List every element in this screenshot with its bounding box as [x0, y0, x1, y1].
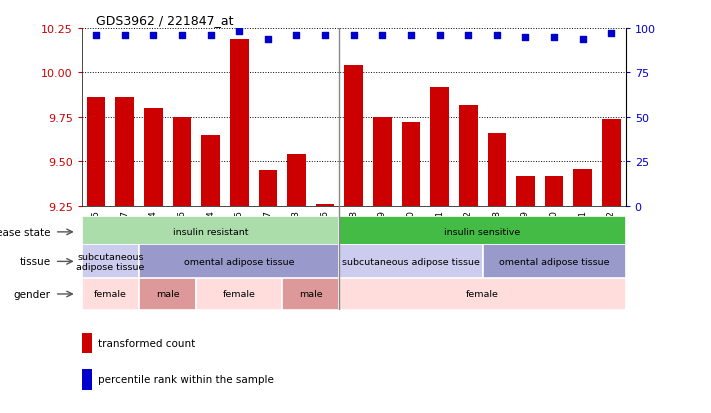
Text: female: female	[466, 290, 499, 299]
Text: disease state: disease state	[0, 227, 51, 237]
Text: transformed count: transformed count	[98, 338, 196, 348]
Text: GSM395787: GSM395787	[263, 210, 272, 265]
Bar	[483, 244, 626, 279]
Bar	[430, 88, 449, 206]
Text: subcutaneous adipose tissue: subcutaneous adipose tissue	[342, 257, 480, 266]
Point	[520, 35, 531, 41]
Bar	[282, 279, 339, 310]
Bar	[287, 155, 306, 206]
Text: GSM395778: GSM395778	[349, 210, 358, 265]
Text: female: female	[223, 290, 256, 299]
Text: subcutaneous
adipose tissue: subcutaneous adipose tissue	[76, 252, 144, 271]
Bar	[144, 109, 163, 206]
Text: omental adipose tissue: omental adipose tissue	[499, 257, 609, 266]
Text: tissue: tissue	[20, 257, 51, 267]
Bar	[139, 279, 196, 310]
Bar	[87, 98, 105, 206]
Text: male: male	[299, 290, 323, 299]
Text: GSM395776: GSM395776	[178, 210, 186, 265]
Point	[319, 33, 331, 39]
Text: GSM395780: GSM395780	[407, 210, 415, 265]
Text: GSM395792: GSM395792	[607, 210, 616, 265]
Bar	[173, 118, 191, 206]
Point	[377, 33, 388, 39]
Point	[405, 33, 417, 39]
Text: gender: gender	[14, 289, 51, 299]
Text: GSM395788: GSM395788	[492, 210, 501, 265]
Point	[90, 33, 102, 39]
Bar	[82, 279, 139, 310]
Bar	[516, 176, 535, 206]
Bar	[339, 244, 483, 279]
Bar	[82, 244, 139, 279]
Point	[176, 33, 188, 39]
Text: GDS3962 / 221847_at: GDS3962 / 221847_at	[96, 14, 233, 27]
Text: omental adipose tissue: omental adipose tissue	[184, 257, 294, 266]
Bar	[344, 66, 363, 206]
Point	[148, 33, 159, 39]
Text: GSM395789: GSM395789	[521, 210, 530, 265]
Bar	[545, 176, 563, 206]
Bar	[402, 123, 420, 206]
Bar	[316, 205, 334, 206]
Text: insulin resistant: insulin resistant	[173, 228, 248, 237]
Bar	[259, 171, 277, 206]
Text: GSM395782: GSM395782	[464, 210, 473, 265]
Text: GSM395775: GSM395775	[92, 210, 100, 265]
Point	[434, 33, 445, 39]
Text: GSM395785: GSM395785	[235, 210, 244, 265]
Bar	[339, 217, 626, 248]
Point	[348, 33, 359, 39]
Point	[205, 33, 216, 39]
Point	[233, 28, 245, 35]
Text: GSM395781: GSM395781	[435, 210, 444, 265]
Text: female: female	[94, 290, 127, 299]
Text: percentile rank within the sample: percentile rank within the sample	[98, 374, 274, 384]
Bar	[373, 118, 392, 206]
Bar	[115, 98, 134, 206]
Bar	[82, 333, 92, 354]
Point	[606, 31, 617, 38]
Text: GSM395779: GSM395779	[378, 210, 387, 265]
Bar	[196, 279, 282, 310]
Point	[119, 33, 130, 39]
Point	[291, 33, 302, 39]
Point	[463, 33, 474, 39]
Text: GSM395783: GSM395783	[292, 210, 301, 265]
Bar	[139, 244, 339, 279]
Point	[262, 36, 274, 43]
Point	[577, 36, 589, 43]
Text: GSM395791: GSM395791	[578, 210, 587, 265]
Bar	[339, 279, 626, 310]
Text: GSM395790: GSM395790	[550, 210, 559, 265]
Bar	[488, 134, 506, 206]
Bar	[574, 169, 592, 206]
Bar	[201, 135, 220, 206]
Text: GSM395777: GSM395777	[120, 210, 129, 265]
Text: GSM395786: GSM395786	[321, 210, 330, 265]
Bar	[230, 40, 249, 206]
Text: GSM395784: GSM395784	[206, 210, 215, 265]
Bar	[82, 217, 339, 248]
Text: insulin sensitive: insulin sensitive	[444, 228, 520, 237]
Bar	[459, 105, 478, 206]
Point	[491, 33, 503, 39]
Text: GSM395774: GSM395774	[149, 210, 158, 265]
Bar	[82, 369, 92, 390]
Point	[548, 35, 560, 41]
Text: male: male	[156, 290, 179, 299]
Bar	[602, 119, 621, 206]
